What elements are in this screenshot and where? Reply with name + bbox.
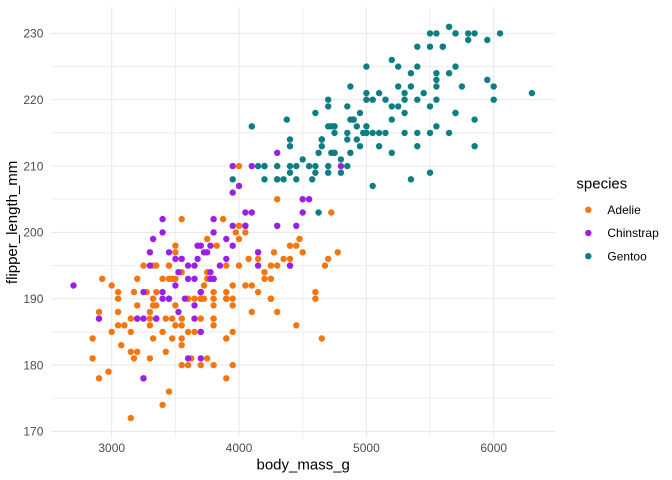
svg-text:180: 180 xyxy=(23,358,43,372)
svg-text:220: 220 xyxy=(23,93,43,107)
svg-text:6000: 6000 xyxy=(480,441,507,455)
svg-text:4000: 4000 xyxy=(226,441,253,455)
svg-text:170: 170 xyxy=(23,425,43,439)
svg-text:flipper_length_mm: flipper_length_mm xyxy=(4,161,21,284)
svg-text:3000: 3000 xyxy=(98,441,125,455)
svg-text:species: species xyxy=(576,175,627,192)
svg-text:Adelie: Adelie xyxy=(607,203,641,217)
svg-text:5000: 5000 xyxy=(353,441,380,455)
svg-text:Chinstrap: Chinstrap xyxy=(607,226,659,240)
svg-text:210: 210 xyxy=(23,159,43,173)
svg-text:200: 200 xyxy=(23,226,43,240)
svg-text:190: 190 xyxy=(23,292,43,306)
svg-text:body_mass_g: body_mass_g xyxy=(256,457,349,474)
svg-text:Gentoo: Gentoo xyxy=(607,249,647,263)
svg-text:230: 230 xyxy=(23,27,43,41)
